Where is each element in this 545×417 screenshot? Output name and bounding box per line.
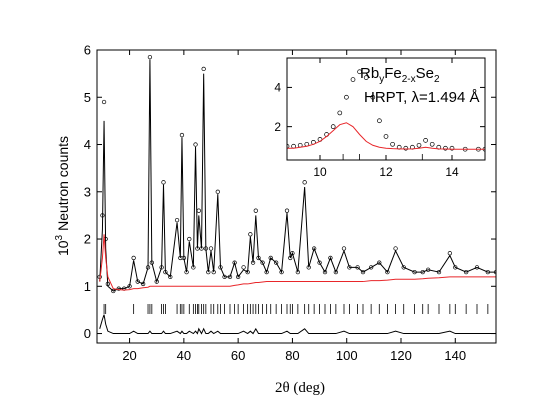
x-axis-label: 2θ (deg)	[275, 380, 325, 396]
observed-point	[201, 66, 206, 72]
observed-point	[273, 260, 279, 265]
observed-point	[330, 124, 336, 130]
y-axis-label: 103 Neutron counts	[54, 136, 71, 256]
formula-part: Fe	[384, 65, 402, 82]
inset-annotation: HRPT, λ=1.494 Å	[364, 89, 479, 106]
x-tick-label: 120	[390, 348, 412, 363]
plot-area	[287, 69, 485, 152]
observed-point	[131, 255, 136, 261]
y-tick-label: 2	[84, 232, 91, 247]
formula-part: 2-x	[402, 74, 416, 85]
observed-point	[449, 145, 455, 151]
observed-point	[390, 141, 395, 147]
curve	[99, 59, 496, 292]
observed-point	[111, 288, 116, 294]
observed-point	[147, 54, 153, 60]
x-tick-label: 10	[313, 165, 327, 179]
observed-point	[416, 142, 422, 148]
formula-part: Se	[416, 65, 434, 82]
observed-point	[429, 141, 435, 147]
observed-point	[357, 69, 362, 75]
x-tick-label: 80	[285, 348, 299, 363]
observed-point	[322, 269, 328, 275]
observed-point	[101, 99, 107, 105]
observed-point	[370, 94, 376, 100]
observed-point	[174, 217, 180, 223]
observed-point	[403, 145, 409, 151]
observed-point	[474, 265, 480, 270]
observed-point	[383, 134, 389, 139]
observed-point	[215, 189, 220, 194]
curve	[99, 314, 496, 335]
observed-point	[350, 77, 356, 82]
observed-point	[161, 180, 166, 185]
observed-point	[377, 118, 382, 124]
observed-point	[193, 142, 198, 147]
x-tick-label: 12	[379, 165, 393, 179]
observed-point	[287, 143, 290, 149]
observed-point	[253, 208, 258, 213]
observed-point	[337, 110, 343, 116]
observed-point	[248, 232, 253, 237]
observed-point	[463, 269, 469, 275]
x-tick-label: 40	[177, 348, 191, 363]
observed-point	[328, 255, 333, 261]
observed-point	[344, 94, 349, 100]
formula-part: 2	[434, 74, 440, 85]
x-tick-label: 14	[445, 165, 459, 179]
x-tick-label: 100	[336, 348, 358, 363]
curve	[99, 234, 496, 291]
axes-frame	[96, 49, 497, 344]
observed-point	[302, 180, 307, 185]
observed-point	[333, 269, 339, 275]
y-label-text: Neutron counts	[55, 136, 71, 231]
observed-point	[140, 281, 146, 287]
y-tick-label: 1	[84, 279, 91, 294]
observed-point	[317, 260, 322, 265]
y-tick-label: 4	[84, 137, 91, 152]
observed-point	[368, 265, 374, 270]
observed-point	[241, 265, 246, 270]
observed-point	[208, 246, 214, 251]
x-tick-label: 140	[444, 348, 466, 363]
observed-point	[187, 236, 192, 242]
formula-part: Rb	[360, 65, 379, 82]
observed-point	[401, 265, 406, 270]
observed-point	[284, 208, 290, 213]
observed-point	[311, 246, 317, 251]
x-tick-label: 20	[122, 348, 136, 363]
observed-point	[260, 260, 265, 265]
formula-part: y	[379, 74, 384, 85]
y-tick-label: 4	[274, 81, 281, 95]
observed-point	[179, 132, 185, 138]
observed-point	[196, 208, 201, 213]
x-tick-label: 60	[231, 348, 245, 363]
observed-point	[363, 75, 369, 80]
y-tick-label: 6	[84, 43, 91, 58]
plot-area	[97, 54, 496, 335]
observed-point	[423, 138, 428, 143]
observed-point	[385, 269, 390, 275]
y-tick-label: 3	[84, 184, 91, 199]
y-tick-label: 0	[84, 326, 91, 341]
observed-point	[377, 260, 382, 265]
curve	[287, 122, 485, 150]
y-label-base: 10	[55, 240, 71, 256]
observed-point	[447, 251, 453, 256]
inset-background	[287, 58, 485, 160]
y-tick-label: 5	[84, 90, 91, 105]
observed-point	[360, 269, 366, 275]
observed-point	[443, 145, 448, 151]
y-label-exp: 3	[54, 234, 65, 240]
observed-point	[453, 265, 458, 270]
inset-formula: RbyFe2-xSe2	[360, 65, 440, 85]
y-tick-label: 2	[274, 120, 281, 134]
